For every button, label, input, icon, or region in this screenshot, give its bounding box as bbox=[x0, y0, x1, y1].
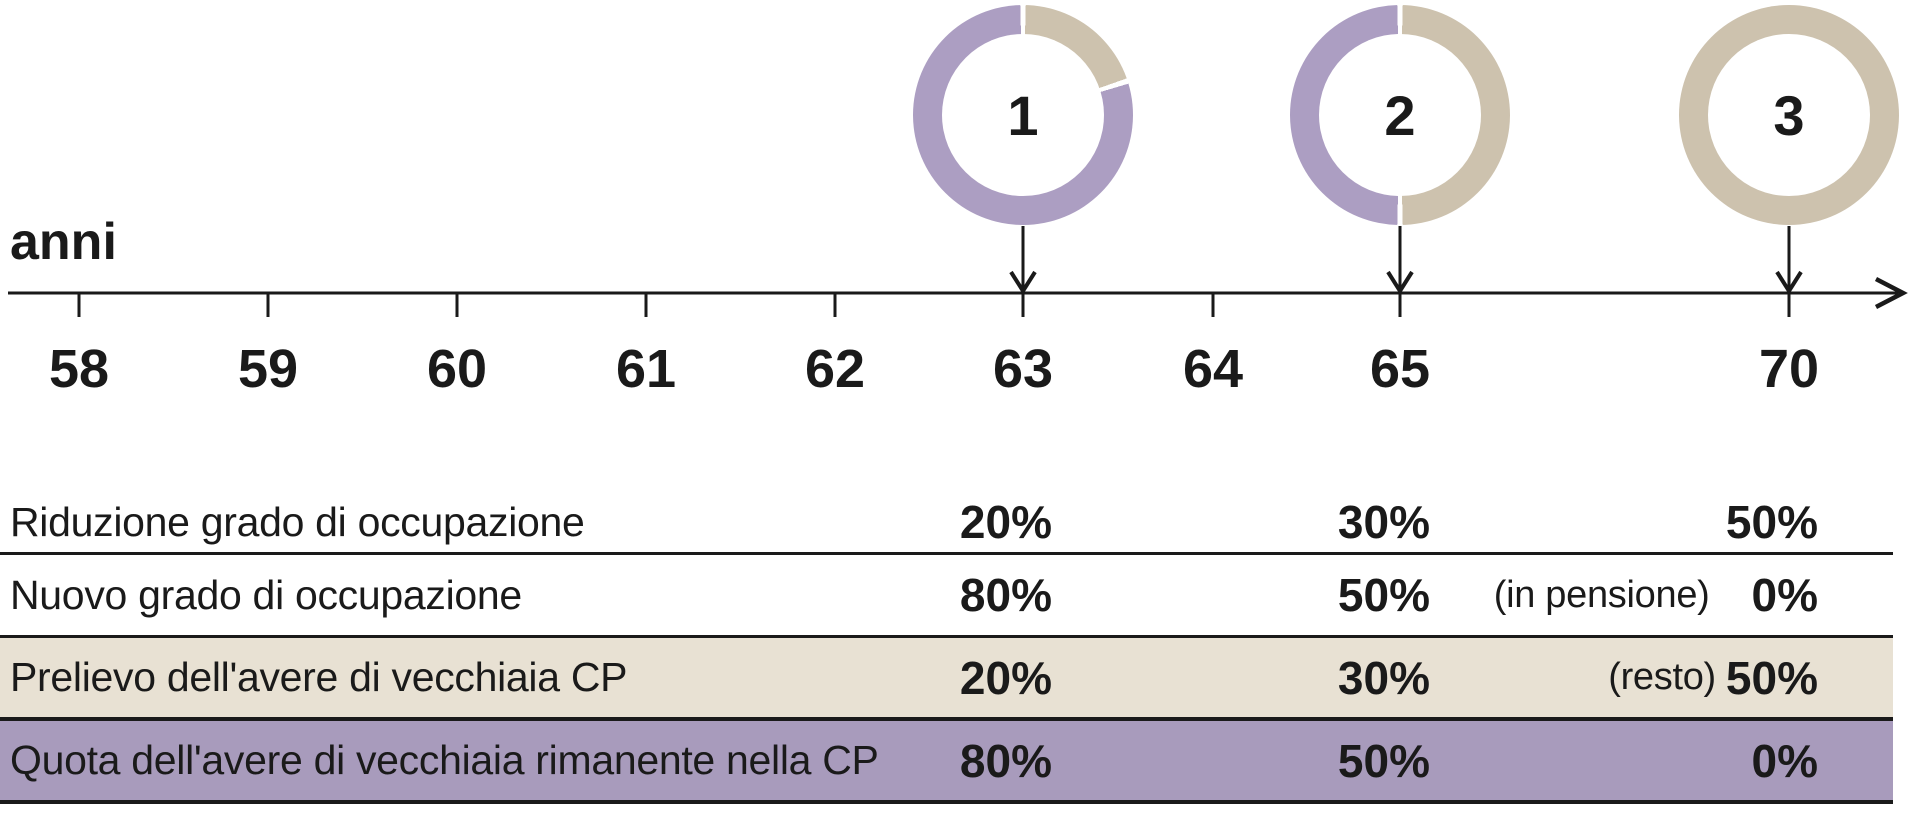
table-divider bbox=[0, 635, 1893, 638]
table-row-nuovo-grado: Nuovo grado di occupazione 80% 50% (in p… bbox=[0, 555, 1893, 635]
year-label-64: 64 bbox=[1182, 339, 1244, 399]
donut-chart-2: 2 bbox=[1290, 5, 1510, 225]
donut-2-hole bbox=[1319, 34, 1481, 196]
down-arrowhead-icon bbox=[1386, 270, 1414, 295]
donut-2-number: 2 bbox=[1384, 83, 1416, 147]
year-label-58: 58 bbox=[48, 339, 110, 399]
row-value-70: (resto) 50% bbox=[1418, 638, 1818, 717]
row-value-70: 0% bbox=[1751, 734, 1818, 787]
row-value-63: 20% bbox=[959, 651, 1052, 704]
row-value-65: 50% bbox=[1337, 569, 1430, 621]
row-value-65: 30% bbox=[1337, 651, 1430, 704]
row-value-70: 50% bbox=[1725, 496, 1818, 548]
timeline-ticks bbox=[77, 293, 1791, 317]
year-label-62: 62 bbox=[804, 339, 866, 399]
year-label-70: 70 bbox=[1758, 339, 1820, 399]
donut-chart-1: 1 bbox=[913, 5, 1133, 225]
donut-3-number: 3 bbox=[1773, 83, 1805, 147]
donut-1-hole bbox=[942, 34, 1104, 196]
row-value-70: (in pensione) 0% bbox=[1418, 555, 1818, 635]
table-row-riduzione: Riduzione grado di occupazione 20% 30% 5… bbox=[0, 492, 1893, 552]
row-value-70-note: (resto) bbox=[1608, 656, 1716, 698]
row-value-63: 20% bbox=[959, 496, 1052, 548]
axis-arrowhead-icon bbox=[1874, 277, 1908, 309]
row-value-70-pct: 50% bbox=[1725, 651, 1818, 704]
donut-pointer-arrows bbox=[1009, 226, 1803, 317]
timeline-axis bbox=[8, 277, 1908, 309]
year-label-65: 65 bbox=[1369, 339, 1431, 399]
timeline-graphics bbox=[8, 226, 1908, 317]
row-value-63: 80% bbox=[959, 569, 1052, 621]
table-divider bbox=[0, 552, 1893, 555]
table-row-quota-rimanente: Quota dell'avere di vecchiaia rimanente … bbox=[0, 721, 1893, 800]
down-arrowhead-icon bbox=[1775, 270, 1803, 295]
row-value-63: 80% bbox=[959, 734, 1052, 787]
row-label: Riduzione grado di occupazione bbox=[10, 498, 585, 545]
donut-3-hole bbox=[1708, 34, 1870, 196]
row-label: Quota dell'avere di vecchiaia rimanente … bbox=[10, 737, 879, 783]
donut-1-number: 1 bbox=[1007, 83, 1039, 147]
table-divider bbox=[0, 800, 1893, 804]
donut-chart-3: 3 bbox=[1679, 5, 1899, 225]
axis-label-anni: anni bbox=[10, 213, 117, 271]
row-label: Nuovo grado di occupazione bbox=[10, 571, 522, 618]
table-row-prelievo: Prelievo dell'avere di vecchiaia CP 20% … bbox=[0, 638, 1893, 717]
row-value-65: 50% bbox=[1337, 734, 1430, 787]
year-label-63: 63 bbox=[992, 339, 1054, 399]
table-divider bbox=[0, 717, 1893, 721]
year-label-61: 61 bbox=[615, 339, 677, 399]
row-value-65: 30% bbox=[1337, 496, 1430, 548]
row-value-70-pct: 0% bbox=[1751, 569, 1818, 621]
year-label-60: 60 bbox=[426, 339, 488, 399]
year-label-59: 59 bbox=[237, 339, 299, 399]
down-arrowhead-icon bbox=[1009, 270, 1037, 295]
row-value-70-note: (in pensione) bbox=[1493, 573, 1710, 616]
row-label: Prelievo dell'avere di vecchiaia CP bbox=[10, 654, 628, 700]
